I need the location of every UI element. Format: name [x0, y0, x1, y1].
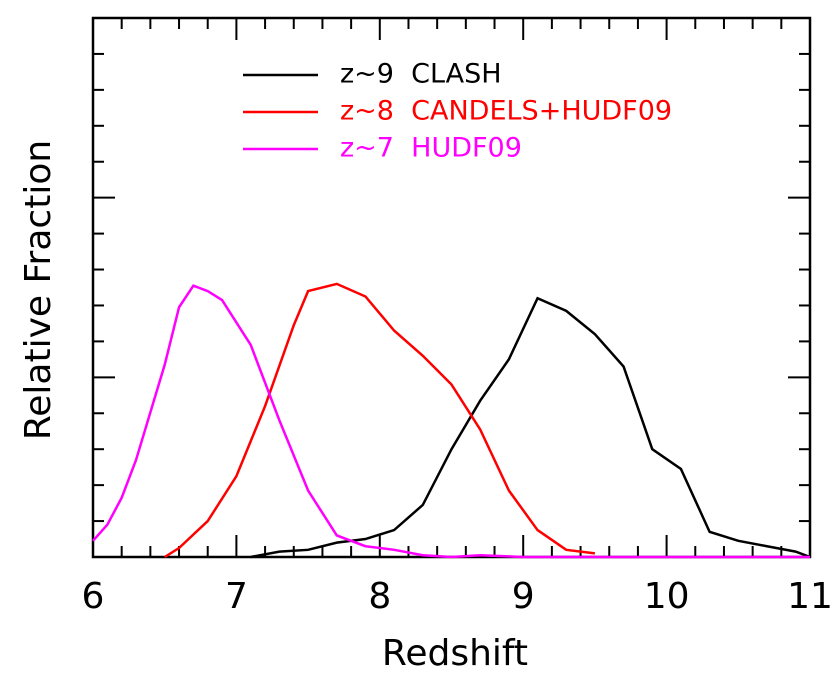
legend-label: z~7 HUDF09: [340, 133, 522, 164]
legend-label: z~9 CLASH: [340, 59, 502, 90]
x-tick-label: 7: [225, 576, 248, 617]
series-line: [250, 296, 811, 559]
x-tick-label: 10: [644, 576, 690, 617]
legend-label: z~8 CANDELS+HUDF09: [340, 96, 672, 127]
x-tick-label: 8: [368, 576, 391, 617]
x-tick-label: 9: [512, 576, 535, 617]
series-line: [164, 282, 596, 559]
x-tick-label: 11: [787, 576, 830, 617]
x-tick-label: 6: [82, 576, 105, 617]
y-axis-label: Relative Fraction: [18, 140, 59, 440]
x-axis-label: Redshift: [382, 633, 528, 674]
series-line: [92, 284, 810, 559]
